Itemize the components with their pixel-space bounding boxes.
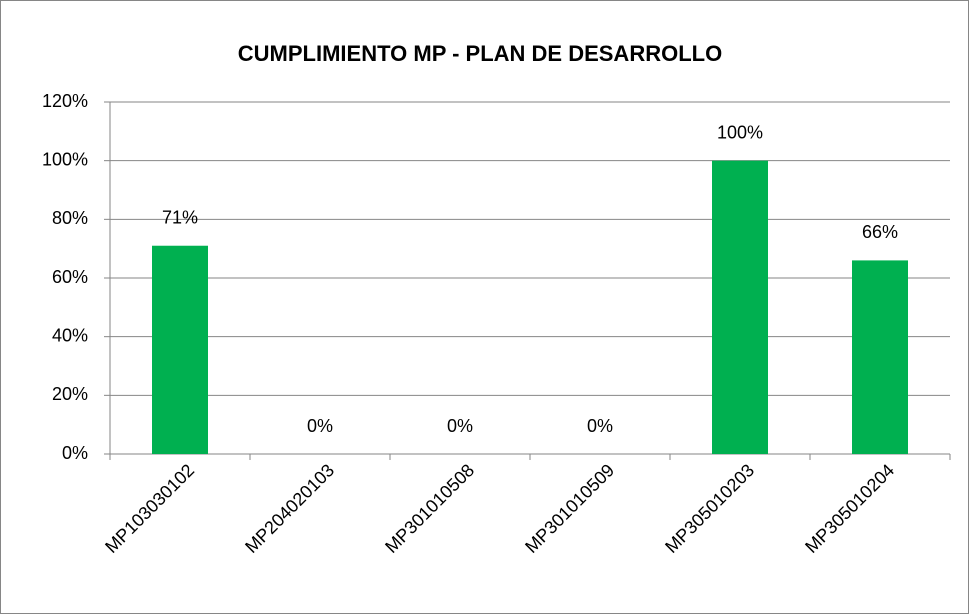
- bar: [152, 245, 208, 454]
- data-label: 71%: [162, 207, 198, 227]
- data-label: 66%: [862, 222, 898, 242]
- y-tick-label: 120%: [42, 91, 88, 111]
- y-tick-label: 60%: [52, 267, 88, 287]
- bar: [852, 260, 908, 454]
- chart-title: CUMPLIMIENTO MP - PLAN DE DESARROLLO: [238, 41, 722, 66]
- y-tick-label: 40%: [52, 325, 88, 345]
- y-tick-label: 0%: [62, 443, 88, 463]
- bar: [712, 160, 768, 454]
- y-tick-label: 100%: [42, 149, 88, 169]
- data-label: 0%: [587, 416, 613, 436]
- data-label: 0%: [307, 416, 333, 436]
- y-tick-label: 80%: [52, 208, 88, 228]
- y-tick-label: 20%: [52, 384, 88, 404]
- data-label: 0%: [447, 416, 473, 436]
- data-label: 100%: [717, 122, 763, 142]
